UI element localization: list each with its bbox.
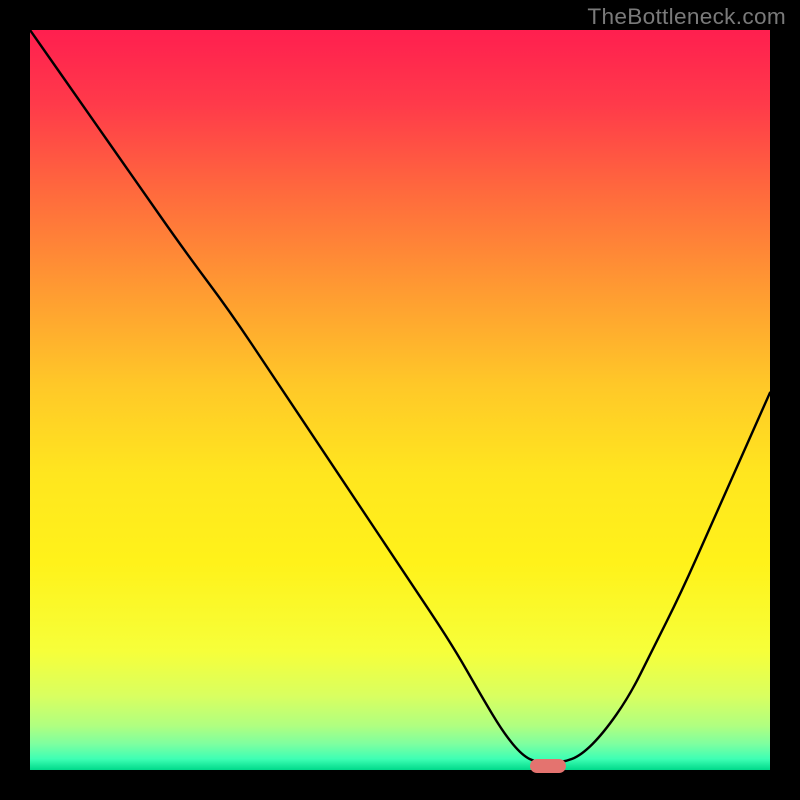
bottleneck-curve: [30, 30, 770, 770]
plot-area: [30, 30, 770, 770]
watermark-text: TheBottleneck.com: [587, 4, 786, 30]
optimal-point-marker: [530, 759, 566, 773]
chart-frame: TheBottleneck.com: [0, 0, 800, 800]
